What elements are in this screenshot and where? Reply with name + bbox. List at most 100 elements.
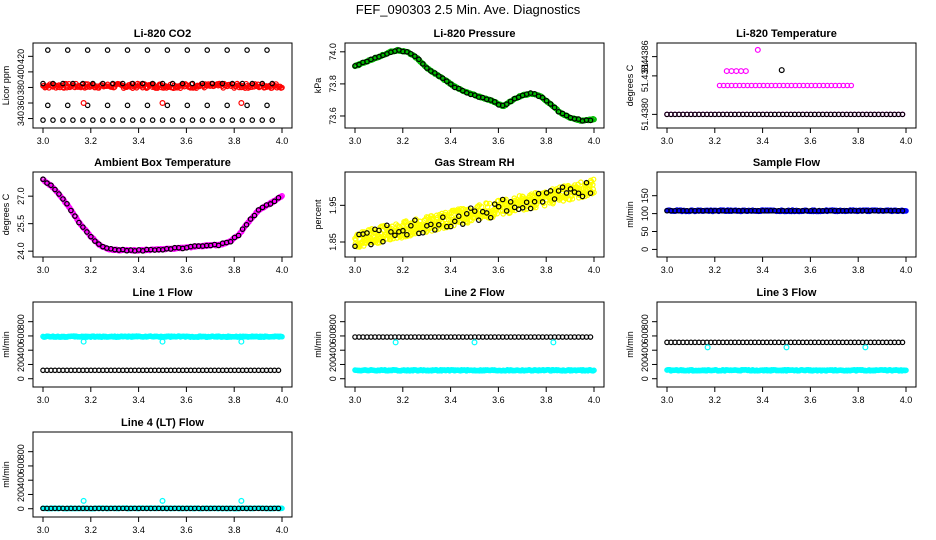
- row-point: [848, 82, 855, 89]
- data-point: [159, 338, 166, 345]
- y-tick-label: 73.6: [328, 107, 338, 125]
- data-point: [159, 80, 166, 87]
- x-tick-label: 3.6: [804, 395, 817, 405]
- y-tick-label: 200: [16, 357, 26, 372]
- data-point: [60, 196, 66, 202]
- x-tick-label: 3.4: [444, 395, 457, 405]
- data-point: [64, 200, 70, 207]
- data-point: [364, 58, 370, 65]
- y-tick-label: 27.0: [16, 187, 26, 205]
- data-point: [531, 91, 538, 97]
- band-point: [590, 176, 597, 183]
- data-point: [159, 117, 166, 123]
- data-point: [738, 68, 745, 75]
- data-point: [491, 201, 498, 207]
- data-point: [416, 56, 422, 63]
- y-tick-label: 74.0: [328, 43, 338, 61]
- data-point: [728, 68, 735, 75]
- plot-marks: [664, 46, 906, 118]
- x-tick-label: 3.4: [756, 395, 769, 405]
- data-point: [259, 117, 266, 123]
- plot-frame: [344, 42, 605, 129]
- data-point: [159, 497, 166, 504]
- data-point: [169, 117, 176, 123]
- dense-point: [279, 333, 285, 340]
- panel-7: Line 1 Flow ml/min 3.0 3.2 3.4 3.6 3.8 4.0 0 2004…: [1, 287, 293, 405]
- panel-9: Line 3 Flow ml/min 3.0 3.2 3.4 3.6 3.8 4.0 0 2004…: [625, 287, 917, 405]
- data-point: [247, 216, 254, 222]
- data-point: [139, 80, 146, 87]
- data-point: [503, 101, 510, 107]
- x-tick-label: 3.8: [852, 265, 865, 275]
- x-tick-label: 4.0: [588, 265, 601, 275]
- data-point: [80, 497, 87, 504]
- y-tick-label: 400: [640, 343, 650, 358]
- data-point: [44, 180, 50, 186]
- x-tick-label: 3.8: [540, 265, 553, 275]
- y-tick-label: 800: [16, 314, 26, 329]
- y-tick-label: 1.85: [328, 233, 338, 251]
- data-point: [384, 222, 390, 229]
- data-point: [275, 194, 282, 201]
- data-point: [543, 97, 550, 104]
- data-point: [90, 80, 96, 87]
- curve-point: [591, 116, 597, 123]
- data-point: [124, 102, 131, 109]
- data-point: [243, 221, 250, 228]
- data-point: [467, 205, 474, 211]
- panel-1: Li-820 CO2 Licor ppm 3.0 3.2 3.4 3.6 3.8 4.0 340…: [1, 28, 293, 146]
- x-tick-label: 3.2: [85, 395, 98, 405]
- data-point: [189, 117, 196, 123]
- data-point: [229, 117, 236, 123]
- data-point: [80, 99, 87, 106]
- band-point: [459, 207, 465, 213]
- plot-frame: [32, 301, 293, 388]
- data-point: [269, 80, 276, 87]
- data-point: [455, 213, 462, 220]
- band-point: [484, 200, 490, 207]
- data-point: [778, 67, 785, 74]
- data-point: [52, 186, 58, 193]
- panel-title: Line 2 Flow: [445, 287, 505, 299]
- x-tick-label: 3.0: [349, 265, 362, 275]
- x-tick-label: 3.8: [540, 395, 553, 405]
- data-point: [264, 47, 270, 53]
- data-point: [704, 344, 711, 351]
- data-point: [149, 80, 156, 87]
- data-point: [503, 208, 510, 214]
- data-point: [96, 241, 102, 247]
- y-tick-label: 360: [16, 95, 26, 110]
- x-tick-label: 3.8: [540, 136, 553, 146]
- x-tick-label: 4.0: [900, 136, 913, 146]
- data-point: [412, 217, 418, 223]
- y-tick-label: 200: [16, 487, 26, 502]
- data-point: [249, 80, 256, 87]
- data-point: [412, 53, 418, 60]
- plot-frame: [656, 42, 917, 129]
- band-point: [478, 204, 485, 210]
- data-point: [64, 47, 71, 53]
- data-point: [551, 104, 558, 111]
- band-point: [486, 200, 493, 207]
- data-point: [432, 227, 438, 233]
- data-point: [547, 101, 554, 107]
- y-tick-label: 0: [16, 506, 26, 511]
- x-tick-label: 4.0: [276, 265, 289, 275]
- x-tick-label: 3.6: [180, 136, 193, 146]
- y-tick-label: 340: [16, 111, 26, 126]
- data-point: [40, 176, 46, 183]
- plot-marks: [664, 207, 909, 215]
- data-point: [164, 102, 171, 109]
- x-tick-label: 3.0: [661, 136, 674, 146]
- data-point: [264, 102, 270, 109]
- data-point: [547, 188, 554, 194]
- y-axis-label: Licor ppm: [1, 66, 11, 106]
- panel-title: Li-820 Temperature: [736, 28, 837, 40]
- x-tick-label: 3.2: [397, 265, 410, 275]
- x-tick-label: 3.8: [228, 525, 241, 535]
- y-axis-label: ml/min: [1, 461, 11, 488]
- x-tick-label: 4.0: [276, 136, 289, 146]
- data-point: [507, 199, 514, 205]
- data-point: [56, 191, 62, 197]
- data-point: [495, 203, 502, 210]
